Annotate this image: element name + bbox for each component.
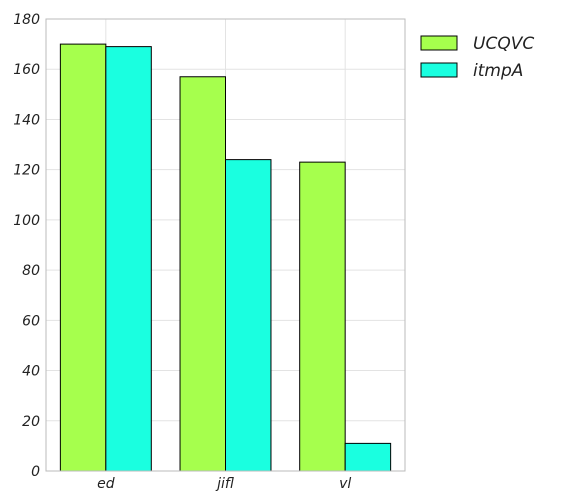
bar-UCQVC-jifl <box>179 76 227 472</box>
x-axis-ticks: ed jifl vl <box>97 476 351 492</box>
x-tick-label: jifl <box>215 476 234 492</box>
y-tick-label: 40 <box>22 364 40 380</box>
plot-frame <box>45 18 406 472</box>
y-tick-label: 20 <box>22 414 40 430</box>
y-tick-label: 0 <box>31 464 40 480</box>
bar-UCQVC-vl <box>299 161 346 472</box>
legend-label-itmpA: itmpA <box>473 61 523 81</box>
bar-itmpA-ed <box>105 46 152 472</box>
bars <box>59 43 392 472</box>
bar-itmpA-vl <box>344 442 392 472</box>
y-axis-ticks: 0 20 40 60 80 100 120 140 160 180 <box>13 12 40 480</box>
y-tick-label: 160 <box>13 62 40 78</box>
y-tick-label: 140 <box>13 112 40 128</box>
y-tick-label: 120 <box>13 163 40 179</box>
bar-itmpA-jifl <box>225 159 272 472</box>
legend-swatch-UCQVC <box>420 35 458 51</box>
legend-label-UCQVC: UCQVC <box>473 34 534 54</box>
y-tick-label: 60 <box>22 313 40 329</box>
y-tick-label: 180 <box>13 12 40 28</box>
x-tick-label: ed <box>97 476 115 492</box>
x-tick-label: vl <box>339 476 351 492</box>
y-tick-label: 80 <box>22 263 40 279</box>
legend: UCQVC itmpA <box>420 34 534 81</box>
y-tick-label: 100 <box>13 213 40 229</box>
legend-swatch-itmpA <box>420 62 458 78</box>
bar-UCQVC-ed <box>59 43 107 472</box>
